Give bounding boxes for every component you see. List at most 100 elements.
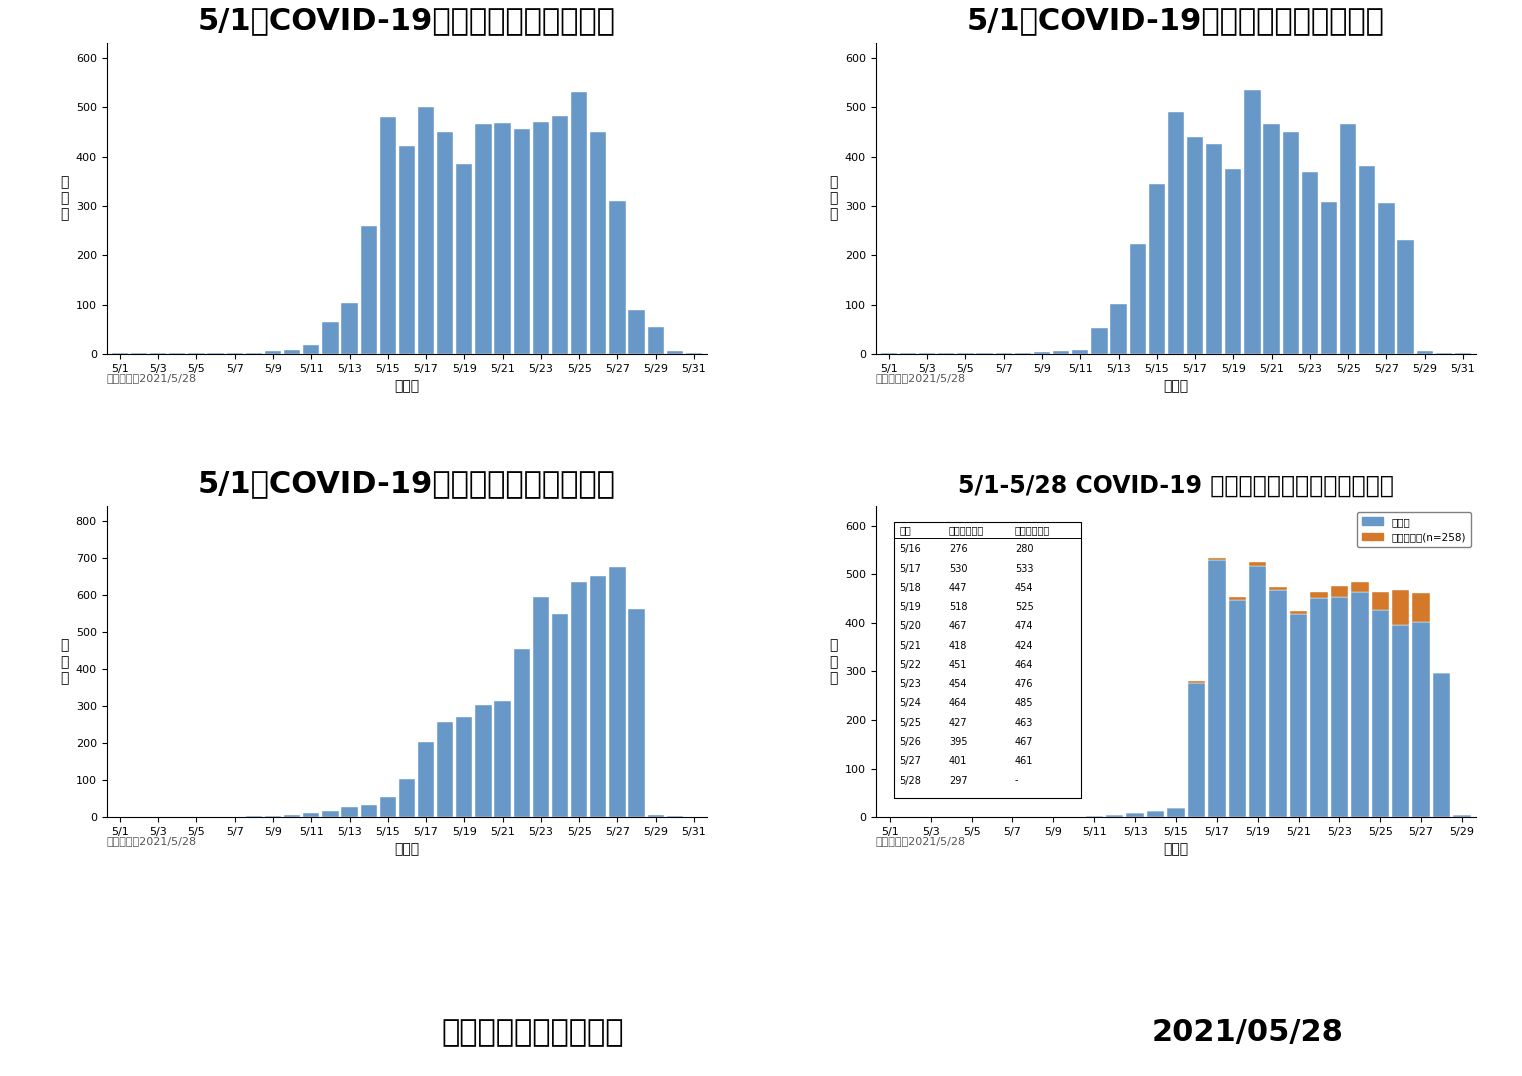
- Bar: [341, 303, 358, 354]
- Bar: [667, 352, 683, 354]
- Title: 5/1起COVID-19本土確定病例採檢趨勢: 5/1起COVID-19本土確定病例採檢趨勢: [198, 6, 616, 36]
- Text: 525: 525: [1015, 603, 1033, 612]
- Text: 5/23: 5/23: [900, 679, 921, 690]
- Text: 已公布病例數: 已公布病例數: [948, 525, 985, 535]
- Text: 485: 485: [1015, 698, 1033, 708]
- Bar: [1149, 184, 1164, 354]
- Text: 463: 463: [1015, 718, 1033, 727]
- Text: 資料更新：2021/5/28: 資料更新：2021/5/28: [875, 836, 965, 846]
- Bar: [1321, 202, 1338, 354]
- Bar: [1359, 167, 1376, 354]
- Text: 518: 518: [948, 603, 968, 612]
- Bar: [552, 614, 568, 818]
- Bar: [513, 649, 530, 818]
- Text: 資料更新：2021/5/28: 資料更新：2021/5/28: [875, 373, 965, 383]
- Text: 454: 454: [948, 679, 968, 690]
- Bar: [437, 722, 454, 818]
- Bar: [571, 582, 587, 818]
- Bar: [1339, 125, 1356, 354]
- Bar: [629, 310, 645, 354]
- Title: 5/1-5/28 COVID-19 本土確定病例校正回歸後趨勢: 5/1-5/28 COVID-19 本土確定病例校正回歸後趨勢: [957, 473, 1394, 497]
- Bar: [265, 352, 282, 354]
- Bar: [1379, 203, 1394, 354]
- Bar: [1208, 558, 1225, 560]
- Text: 395: 395: [948, 737, 968, 747]
- Bar: [1289, 611, 1307, 614]
- Bar: [1371, 610, 1390, 818]
- Text: 5/21: 5/21: [900, 640, 921, 651]
- Text: 464: 464: [1015, 660, 1033, 670]
- Legend: 疧例數, 校正回歸數(n=258): 疧例數, 校正回歸數(n=258): [1358, 511, 1472, 548]
- Bar: [1301, 172, 1318, 354]
- Bar: [1417, 352, 1432, 354]
- Bar: [552, 116, 568, 354]
- Text: 5/25: 5/25: [900, 718, 922, 727]
- Text: 2021/05/28: 2021/05/28: [1152, 1019, 1344, 1047]
- Bar: [1352, 582, 1368, 592]
- Text: 427: 427: [948, 718, 968, 727]
- Bar: [475, 705, 492, 818]
- Bar: [265, 816, 282, 818]
- Text: 533: 533: [1015, 564, 1033, 574]
- Bar: [1187, 683, 1205, 818]
- Bar: [1263, 125, 1280, 354]
- Text: 451: 451: [948, 660, 968, 670]
- Bar: [1146, 811, 1164, 818]
- Bar: [457, 717, 472, 818]
- Bar: [419, 742, 434, 818]
- Text: 日期: 日期: [900, 525, 912, 535]
- Text: 5/17: 5/17: [900, 564, 921, 574]
- Text: 5/20: 5/20: [900, 621, 921, 632]
- Bar: [457, 164, 472, 354]
- Bar: [513, 129, 530, 354]
- Bar: [1129, 244, 1146, 354]
- Bar: [361, 806, 377, 818]
- X-axis label: 研判日: 研判日: [394, 843, 420, 856]
- Bar: [323, 322, 338, 354]
- Text: 467: 467: [948, 621, 968, 632]
- Text: 530: 530: [948, 564, 968, 574]
- Bar: [285, 350, 300, 354]
- Text: 中央流行疫情指揮中心: 中央流行疫情指揮中心: [441, 1019, 624, 1047]
- Bar: [285, 816, 300, 818]
- Bar: [609, 567, 626, 818]
- Y-axis label: 病
例
數: 病 例 數: [61, 175, 68, 222]
- Text: 476: 476: [1015, 679, 1033, 690]
- Bar: [1269, 591, 1286, 818]
- Text: 5/27: 5/27: [900, 756, 922, 766]
- Bar: [495, 124, 511, 354]
- Text: 461: 461: [1015, 756, 1033, 766]
- Text: 5/28: 5/28: [900, 776, 921, 785]
- Bar: [1310, 598, 1327, 818]
- Bar: [1111, 303, 1126, 354]
- Bar: [399, 779, 416, 818]
- Text: 資料更新：2021/5/28: 資料更新：2021/5/28: [107, 373, 196, 383]
- Bar: [379, 117, 396, 354]
- Bar: [1432, 672, 1450, 818]
- Text: 401: 401: [948, 756, 966, 766]
- Text: 5/16: 5/16: [900, 544, 921, 554]
- Text: 454: 454: [1015, 583, 1033, 593]
- Bar: [1187, 681, 1205, 683]
- Bar: [1228, 600, 1247, 818]
- Bar: [1412, 593, 1429, 622]
- Y-axis label: 病
例
數: 病 例 數: [829, 638, 837, 685]
- Bar: [1412, 622, 1429, 818]
- Bar: [1167, 808, 1184, 818]
- Bar: [533, 122, 549, 354]
- Bar: [1330, 586, 1348, 597]
- Bar: [1106, 815, 1123, 818]
- Bar: [1225, 169, 1242, 354]
- Bar: [1250, 566, 1266, 818]
- Text: 5/18: 5/18: [900, 583, 921, 593]
- Y-axis label: 病
例
數: 病 例 數: [829, 175, 837, 222]
- Bar: [1033, 353, 1050, 354]
- Bar: [341, 807, 358, 818]
- Bar: [591, 132, 606, 354]
- Bar: [1167, 112, 1184, 354]
- Bar: [1205, 144, 1222, 354]
- Bar: [1352, 592, 1368, 818]
- Bar: [591, 576, 606, 818]
- Y-axis label: 病
例
數: 病 例 數: [61, 638, 68, 685]
- Text: 424: 424: [1015, 640, 1033, 651]
